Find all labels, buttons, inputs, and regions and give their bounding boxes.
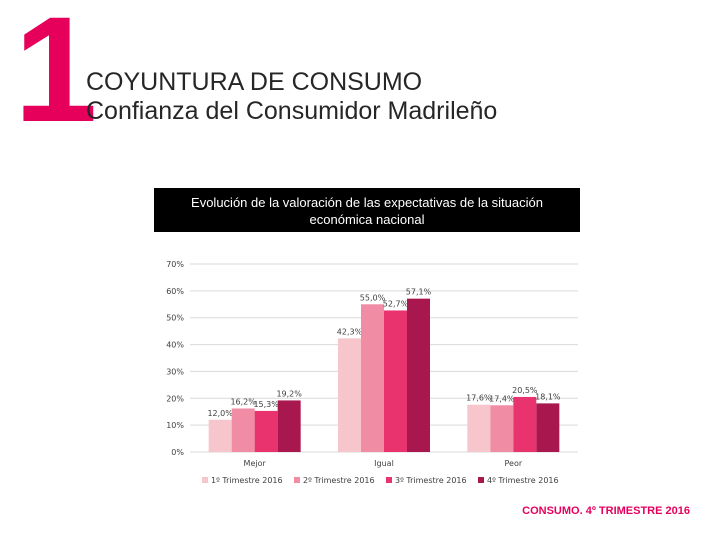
data-label: 20,5%	[512, 386, 538, 395]
legend-label: 1º Trimestre 2016	[211, 476, 283, 485]
data-label: 19,2%	[276, 389, 302, 398]
bar	[231, 408, 255, 452]
data-label: 55,0%	[360, 293, 386, 302]
data-label: 57,1%	[406, 288, 432, 297]
data-label: 12,0%	[207, 409, 233, 418]
x-tick-label: Igual	[374, 459, 394, 468]
bar	[467, 404, 491, 452]
data-label: 16,2%	[230, 397, 256, 406]
y-tick-label: 40%	[166, 341, 184, 350]
section-number: 1	[14, 0, 97, 153]
legend-swatch	[386, 477, 392, 483]
y-tick-label: 60%	[166, 287, 184, 296]
bar	[513, 396, 537, 452]
data-label: 42,3%	[337, 327, 363, 336]
legend-label: 3º Trimestre 2016	[395, 476, 467, 485]
x-tick-label: Mejor	[244, 459, 267, 468]
y-tick-label: 70%	[166, 260, 184, 269]
bar	[254, 410, 278, 452]
slide-title: COYUNTURA DE CONSUMO	[86, 68, 423, 96]
bar	[208, 419, 232, 452]
bar	[277, 400, 301, 452]
bar	[361, 304, 384, 452]
bar	[338, 338, 361, 452]
legend-label: 2º Trimestre 2016	[303, 476, 375, 485]
chart-title: Evolución de la valoración de las expect…	[154, 188, 580, 232]
y-tick-label: 10%	[166, 421, 184, 430]
y-tick-label: 20%	[166, 394, 184, 403]
bar	[536, 403, 560, 452]
bar	[490, 405, 514, 452]
data-label: 52,7%	[383, 299, 409, 308]
legend-swatch	[294, 477, 300, 483]
data-label: 17,4%	[489, 394, 515, 403]
legend-swatch	[202, 477, 208, 483]
y-tick-label: 30%	[166, 367, 184, 376]
y-tick-label: 0%	[171, 448, 184, 457]
y-tick-label: 50%	[166, 314, 184, 323]
data-label: 15,3%	[253, 400, 279, 409]
chart-title-line-1: Evolución de la valoración de las expect…	[191, 195, 543, 210]
legend-swatch	[478, 477, 484, 483]
bar	[384, 310, 407, 452]
slide-subtitle: Confianza del Consumidor Madrileño	[86, 97, 498, 125]
legend-label: 4º Trimestre 2016	[487, 476, 559, 485]
data-label: 17,6%	[466, 394, 492, 403]
bar-chart: 0% 10% 20% 30% 40% 50% 60% 70% 12,0% 16,2%15,3% 19…	[166, 260, 578, 485]
data-label: 18,1%	[535, 392, 561, 401]
footer-text: CONSUMO. 4º TRIMESTRE 2016	[522, 505, 690, 517]
x-tick-label: Peor	[505, 459, 523, 468]
bar	[407, 298, 430, 452]
chart-title-line-2: económica nacional	[309, 212, 425, 227]
